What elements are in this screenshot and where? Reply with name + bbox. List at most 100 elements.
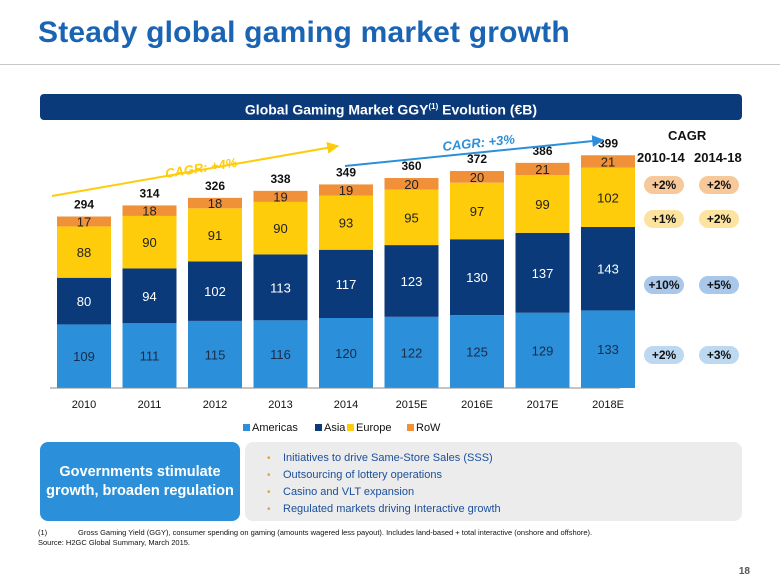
total-label: 326 (205, 179, 225, 193)
bar-segment-americas (515, 312, 570, 388)
cagr-annotation-2010-14: CAGR: +4% (164, 155, 238, 181)
page-number: 18 (738, 566, 750, 577)
bar-segment-row (515, 162, 570, 176)
data-label-row: 20 (404, 177, 418, 192)
data-label-row: 19 (273, 189, 287, 204)
bar-segment-asia (450, 239, 504, 316)
data-label-asia: 143 (597, 262, 619, 277)
bar-segment-americas (581, 310, 635, 388)
bar-segment-asia (253, 254, 308, 321)
data-label-americas: 122 (401, 345, 423, 360)
data-label-americas: 109 (73, 349, 95, 364)
governments-line-2: growth, broaden regulation (46, 482, 234, 499)
cagr-pill-americas-2010-14: +2% (644, 346, 684, 364)
chart-banner: Global Gaming Market GGY(1) Evolution (€… (40, 94, 742, 120)
legend-swatch-europe (347, 424, 354, 431)
banner-text-end: Evolution (€B) (438, 101, 538, 118)
data-label-row: 19 (339, 183, 353, 198)
data-label-asia: 117 (336, 277, 357, 292)
bar-segment-americas (122, 323, 177, 388)
x-tick-label: 2018E (592, 399, 624, 411)
growth-drivers-list: • Initiatives to drive Same-Store Sales (… (245, 442, 742, 521)
cagr-pill-europe-2014-18: +2% (699, 210, 739, 228)
bar-segment-asia (57, 277, 111, 325)
data-label-europe: 97 (470, 204, 484, 219)
total-label: 314 (139, 186, 159, 200)
bar-segment-asia (188, 261, 242, 321)
data-label-row: 17 (77, 214, 91, 229)
bars-group (57, 155, 635, 388)
x-tick-label: 2015E (396, 399, 428, 411)
bar-segment-row (122, 205, 177, 216)
bar-segment-europe (515, 175, 570, 233)
bullet-icon: • (267, 470, 271, 481)
data-label-americas: 115 (205, 347, 226, 362)
bar-segment-asia (515, 232, 570, 313)
bar-segment-row (581, 155, 635, 168)
cagr-heading: CAGR (668, 128, 707, 143)
cagr-arrow-2014-18 (344, 135, 605, 167)
data-label-europe: 90 (273, 221, 287, 236)
data-label-asia: 137 (532, 266, 554, 281)
legend-label-row: RoW (416, 422, 441, 434)
bar-segment-americas (450, 315, 504, 388)
x-tick-label: 2014 (334, 399, 358, 411)
bar-segment-europe (57, 226, 111, 278)
footnote-text: Gross Gaming Yield (GGY), consumer spend… (78, 528, 593, 537)
total-label: 372 (467, 152, 487, 166)
bar-segment-row (319, 184, 373, 196)
x-tick-label: 2011 (138, 399, 162, 411)
bar-segment-americas (57, 324, 111, 388)
list-item: • Regulated markets driving Interactive g… (267, 501, 742, 518)
data-label-row: 21 (601, 154, 615, 169)
x-tick-label: 2012 (203, 399, 227, 411)
total-label: 360 (401, 159, 421, 173)
total-label: 338 (270, 172, 290, 186)
bullet-icon: • (267, 487, 271, 498)
stacked-bar-chart: 109 80 88 17 294 2010 111 94 90 18 314 2011 115 102 91… (50, 131, 635, 434)
x-tick-label: 2010 (72, 399, 96, 411)
cagr-pill-asia-2014-18: +5% (699, 276, 739, 294)
bar-segment-americas (384, 316, 439, 388)
data-label-asia: 113 (270, 280, 291, 295)
labels-group: 109 80 88 17 294 2010 111 94 90 18 314 2011 115 102 91… (72, 136, 624, 411)
data-label-europe: 90 (142, 235, 156, 250)
bar-segment-row (450, 171, 504, 183)
cagr-arrow-2010-14 (51, 141, 340, 197)
bar-segment-europe (319, 195, 373, 250)
banner-footnote-ref: (1) (428, 102, 439, 111)
source-text: Source: H2GC Global Summary, March 2015. (38, 538, 191, 547)
data-label-americas: 116 (270, 347, 291, 362)
legend-label-europe: Europe (356, 422, 391, 434)
legend-label-americas: Americas (252, 422, 298, 434)
data-label-asia: 123 (401, 274, 423, 289)
bar-segment-row (188, 197, 242, 209)
bar-segment-europe (188, 208, 242, 262)
data-label-americas: 111 (140, 349, 160, 364)
total-label: 349 (336, 165, 356, 179)
legend-swatch-asia (315, 424, 322, 431)
total-label: 294 (74, 198, 94, 212)
list-item: • Initiatives to drive Same-Store Sales (… (267, 450, 742, 467)
data-label-americas: 133 (597, 342, 619, 357)
page-title: Steady global gaming market growth (38, 16, 570, 49)
cagr-pill-americas-2014-18: +3% (699, 346, 739, 364)
bullet-icon: • (267, 504, 271, 515)
data-label-asia: 80 (77, 294, 91, 309)
data-label-asia: 130 (466, 270, 488, 285)
data-label-row: 18 (208, 196, 222, 211)
legend-label-asia: Asia (324, 422, 346, 434)
bar-segment-asia (122, 268, 177, 324)
data-label-row: 21 (535, 162, 549, 177)
cagr-column-2014-18: 2014-18 (694, 150, 742, 165)
bar-segment-row (253, 190, 308, 202)
data-label-americas: 120 (335, 346, 357, 361)
bar-segment-europe (581, 167, 635, 228)
data-label-europe: 93 (339, 216, 353, 231)
bar-segment-row (57, 216, 111, 227)
data-label-americas: 129 (532, 343, 554, 358)
bar-segment-europe (384, 189, 439, 246)
banner-text: Global Gaming Market GGY (244, 101, 429, 118)
cagr-column-2010-14: 2010-14 (637, 150, 685, 165)
data-label-row: 18 (142, 204, 156, 219)
